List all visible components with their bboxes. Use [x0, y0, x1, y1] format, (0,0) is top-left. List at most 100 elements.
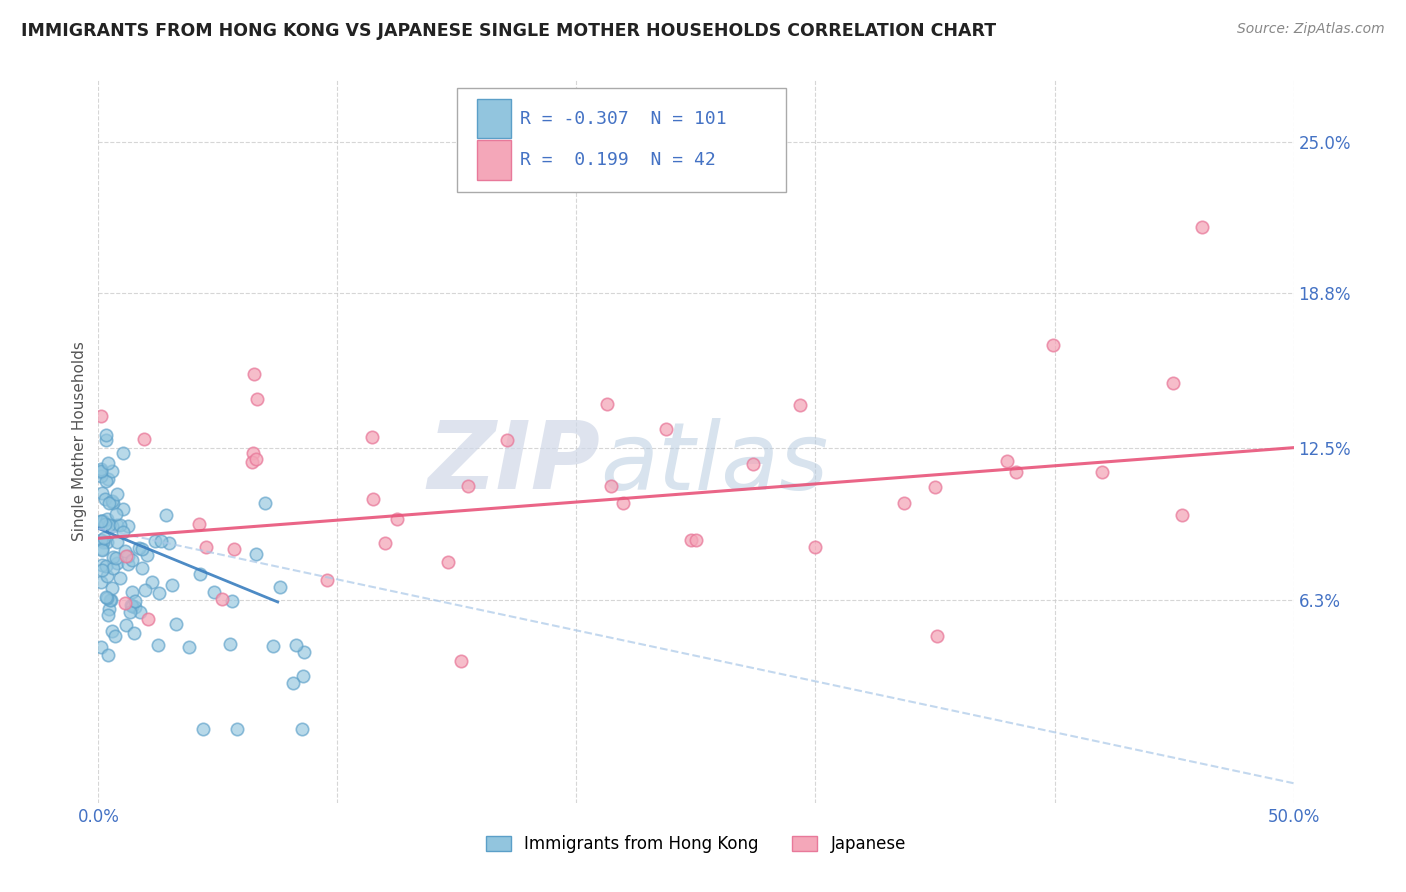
Point — [1091, 465, 1114, 479]
Point — [117, 558, 139, 572]
Point — [243, 367, 266, 381]
Point — [681, 533, 703, 547]
Point — [285, 638, 308, 652]
Point — [361, 430, 384, 444]
Point — [90, 542, 112, 557]
Point — [96, 535, 118, 549]
Point — [98, 518, 121, 533]
Point — [222, 541, 245, 556]
Point — [925, 629, 948, 643]
Point — [188, 516, 211, 531]
FancyBboxPatch shape — [477, 140, 510, 179]
Point — [118, 605, 141, 619]
Point — [121, 553, 143, 567]
Point — [316, 573, 339, 587]
Point — [437, 555, 460, 569]
Point — [177, 640, 200, 655]
Point — [211, 592, 233, 607]
Point — [90, 465, 112, 479]
Point — [191, 723, 214, 737]
Point — [100, 592, 122, 607]
Point — [98, 592, 121, 607]
Point — [100, 518, 122, 533]
Point — [374, 536, 396, 550]
Point — [131, 560, 153, 574]
Point — [94, 559, 117, 574]
Point — [741, 457, 763, 471]
Point — [90, 462, 112, 476]
Point — [291, 669, 314, 683]
Point — [94, 491, 117, 506]
Y-axis label: Single Mother Households: Single Mother Households — [72, 342, 87, 541]
Point — [91, 563, 114, 577]
Point — [105, 556, 128, 570]
Point — [94, 516, 117, 531]
Point — [96, 428, 118, 442]
Point — [104, 629, 127, 643]
Point — [112, 446, 135, 460]
Point — [90, 575, 112, 590]
Point — [94, 591, 117, 605]
Point — [90, 514, 112, 528]
Point — [91, 534, 114, 549]
Point — [91, 486, 114, 500]
Point — [218, 637, 240, 651]
Point — [363, 491, 385, 506]
Point — [90, 409, 112, 423]
Point — [291, 723, 314, 737]
Point — [143, 533, 166, 548]
Point — [101, 549, 124, 564]
Point — [105, 487, 128, 501]
Legend: Immigrants from Hong Kong, Japanese: Immigrants from Hong Kong, Japanese — [479, 828, 912, 860]
Point — [111, 502, 134, 516]
Text: IMMIGRANTS FROM HONG KONG VS JAPANESE SINGLE MOTHER HOUSEHOLDS CORRELATION CHART: IMMIGRANTS FROM HONG KONG VS JAPANESE SI… — [21, 22, 997, 40]
Point — [97, 648, 120, 662]
Point — [596, 397, 619, 411]
Point — [101, 495, 124, 509]
Point — [146, 638, 169, 652]
Point — [155, 508, 177, 523]
Point — [134, 583, 156, 598]
Point — [90, 542, 112, 557]
Point — [104, 508, 127, 522]
Point — [114, 544, 136, 558]
Point — [90, 533, 112, 547]
Point — [97, 457, 120, 471]
Text: ZIP: ZIP — [427, 417, 600, 509]
Point — [157, 536, 180, 550]
Point — [893, 496, 915, 510]
Text: Source: ZipAtlas.com: Source: ZipAtlas.com — [1237, 22, 1385, 37]
Point — [111, 525, 134, 540]
Point — [108, 571, 131, 585]
Point — [93, 531, 115, 545]
Point — [90, 514, 112, 528]
Point — [121, 584, 143, 599]
Point — [226, 723, 249, 737]
Point — [135, 548, 157, 562]
Point — [136, 612, 159, 626]
Point — [97, 472, 120, 486]
Point — [245, 547, 267, 561]
Point — [90, 640, 112, 654]
Point — [128, 606, 150, 620]
Point — [1191, 220, 1213, 235]
Point — [96, 568, 118, 582]
Point — [91, 558, 114, 572]
Point — [148, 586, 170, 600]
Point — [121, 599, 143, 613]
Point — [100, 581, 122, 595]
Point — [132, 432, 155, 446]
Point — [124, 594, 146, 608]
Point — [283, 675, 305, 690]
Point — [90, 469, 112, 483]
Point — [202, 585, 225, 599]
Point — [924, 480, 946, 494]
Point — [91, 514, 114, 528]
Point — [804, 540, 827, 554]
FancyBboxPatch shape — [457, 87, 786, 193]
Text: R = -0.307  N = 101: R = -0.307 N = 101 — [520, 110, 727, 128]
Point — [122, 626, 145, 640]
Point — [105, 551, 128, 566]
Point — [165, 617, 187, 632]
Point — [114, 596, 136, 610]
